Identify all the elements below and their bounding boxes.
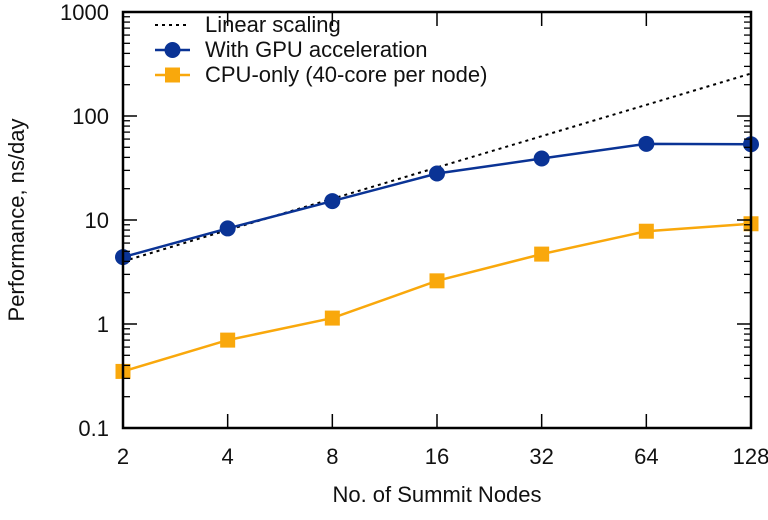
x-tick-label: 2 [117,444,129,469]
legend-item-gpu: With GPU acceleration [155,37,428,62]
y-tick-label: 10 [85,208,109,233]
legend-label: CPU-only (40-core per node) [205,62,487,87]
series-layer [115,72,759,379]
data-point-square [534,246,550,262]
x-axis-ticks: 2 4 8 16 32 64 128 [117,12,768,469]
x-axis-title: No. of Summit Nodes [332,482,541,507]
x-tick-label: 8 [326,444,338,469]
y-tick-label: 100 [72,104,109,129]
legend: Linear scaling With GPU acceleration CPU… [155,12,487,87]
y-axis-ticks: 0.1 1 10 100 1000 [60,0,751,441]
y-tick-label: 1000 [60,0,109,25]
data-point-square [324,310,340,326]
axes-layer: 0.1 1 10 100 1000 2 4 8 16 32 64 128 [60,0,768,469]
series-1 [115,135,759,266]
x-tick-label: 128 [733,444,768,469]
data-point-circle [638,135,655,152]
legend-circle-marker-icon [164,42,181,58]
x-tick-label: 4 [222,444,234,469]
x-tick-label: 16 [425,444,449,469]
series-2 [115,216,759,379]
data-point-square [220,332,236,348]
legend-label: Linear scaling [205,12,341,37]
data-point-circle [219,220,236,237]
series-line [122,222,752,373]
y-axis-title: Performance, ns/day [4,119,29,322]
legend-square-marker-icon [165,67,180,83]
data-point-circle [429,165,445,182]
data-point-circle [533,150,550,167]
y-tick-label: 0.1 [78,416,109,441]
x-tick-label: 64 [634,444,658,469]
legend-label: With GPU acceleration [205,37,428,62]
series-0 [122,72,752,263]
data-point-square [638,223,654,239]
x-tick-label: 32 [529,444,553,469]
legend-item-linear-scaling: Linear scaling [155,12,341,37]
series-line [122,72,752,263]
legend-item-cpu: CPU-only (40-core per node) [155,62,487,87]
data-point-square [429,273,445,289]
series-line [122,142,752,259]
y-tick-label: 1 [97,312,109,337]
data-point-circle [324,193,341,210]
